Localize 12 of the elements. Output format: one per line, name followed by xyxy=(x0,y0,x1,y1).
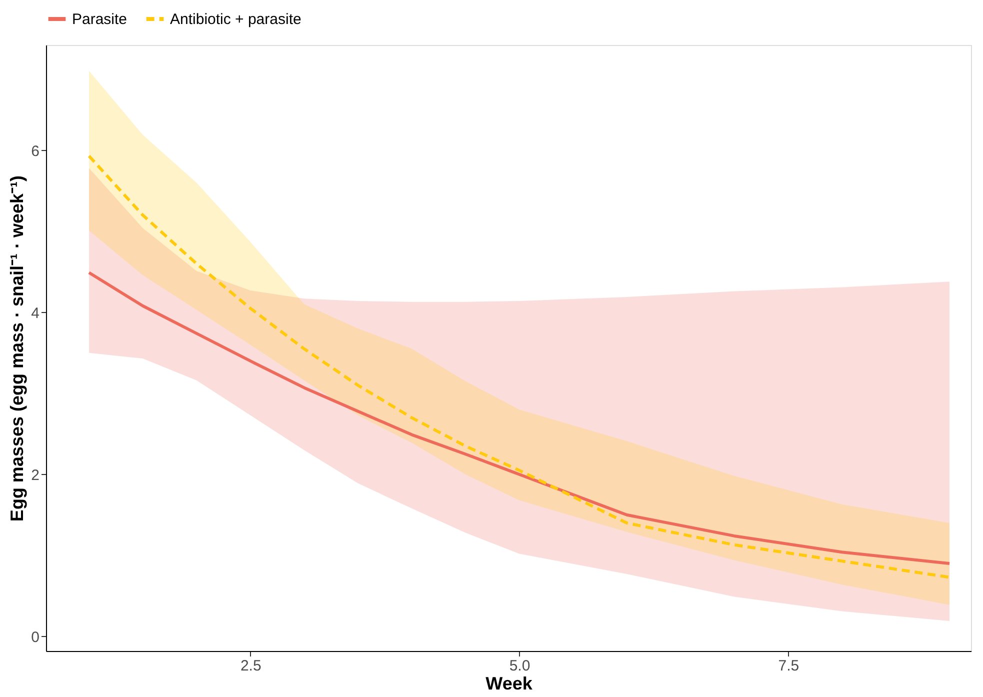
y-tick-label: 0 xyxy=(31,628,40,646)
x-tick-label: 5.0 xyxy=(509,658,530,674)
legend-label: Parasite xyxy=(72,11,128,28)
y-axis-title: Egg masses (egg mass · snail⁻¹ · week⁻¹) xyxy=(7,175,28,522)
x-tick-label: 2.5 xyxy=(240,658,262,674)
legend-label: Antibiotic + parasite xyxy=(170,11,302,28)
y-tick-label: 4 xyxy=(31,304,40,322)
x-tick-label: 7.5 xyxy=(778,658,800,674)
x-axis-title: Week xyxy=(486,674,534,694)
y-tick-label: 2 xyxy=(31,466,40,484)
y-tick-label: 6 xyxy=(31,142,40,160)
line-series xyxy=(88,271,951,566)
